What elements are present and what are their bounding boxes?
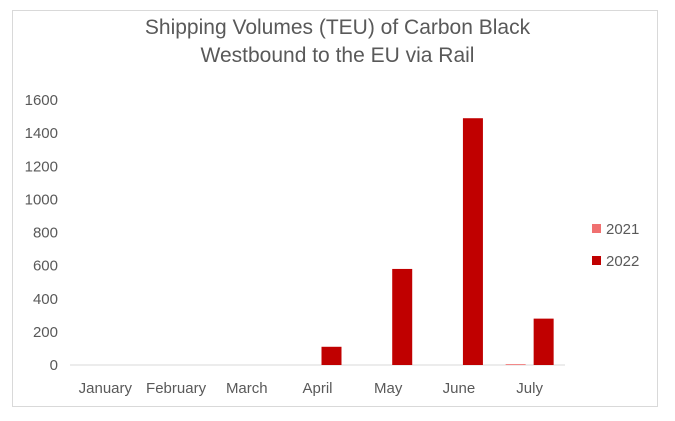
x-tick-label: February — [146, 380, 207, 397]
chart-title: Shipping Volumes (TEU) of Carbon Black W… — [0, 14, 675, 70]
y-tick-label: 1000 — [25, 191, 58, 208]
bar-2022-july — [533, 318, 554, 365]
x-tick-label: January — [79, 380, 133, 397]
x-tick-label: April — [302, 380, 332, 397]
x-tick-label: March — [226, 380, 268, 397]
x-tick-label: July — [516, 380, 543, 397]
bar-2022-june — [462, 118, 483, 365]
y-tick-label: 400 — [33, 291, 58, 308]
chart-title-line-1: Shipping Volumes (TEU) of Carbon Black — [144, 16, 531, 39]
y-tick-label: 1200 — [25, 158, 58, 175]
legend-swatch-2021 — [592, 224, 601, 233]
y-tick-label: 800 — [33, 225, 58, 242]
x-tick-label: May — [374, 380, 403, 397]
y-tick-label: 0 — [50, 357, 58, 374]
bar-2022-may — [392, 268, 413, 365]
chart-title-line-2: Westbound to the EU via Rail — [200, 44, 475, 67]
legend-label-2022: 2022 — [606, 253, 639, 270]
legend-swatch-2022 — [592, 256, 601, 265]
x-tick-label: June — [443, 380, 476, 397]
bar-2021-july — [505, 364, 526, 365]
y-tick-label: 200 — [33, 324, 58, 341]
y-tick-label: 600 — [33, 258, 58, 275]
y-tick-label: 1400 — [25, 125, 58, 142]
legend-label-2021: 2021 — [606, 221, 639, 238]
bar-2022-april — [321, 346, 342, 365]
y-tick-label: 1600 — [25, 92, 58, 109]
